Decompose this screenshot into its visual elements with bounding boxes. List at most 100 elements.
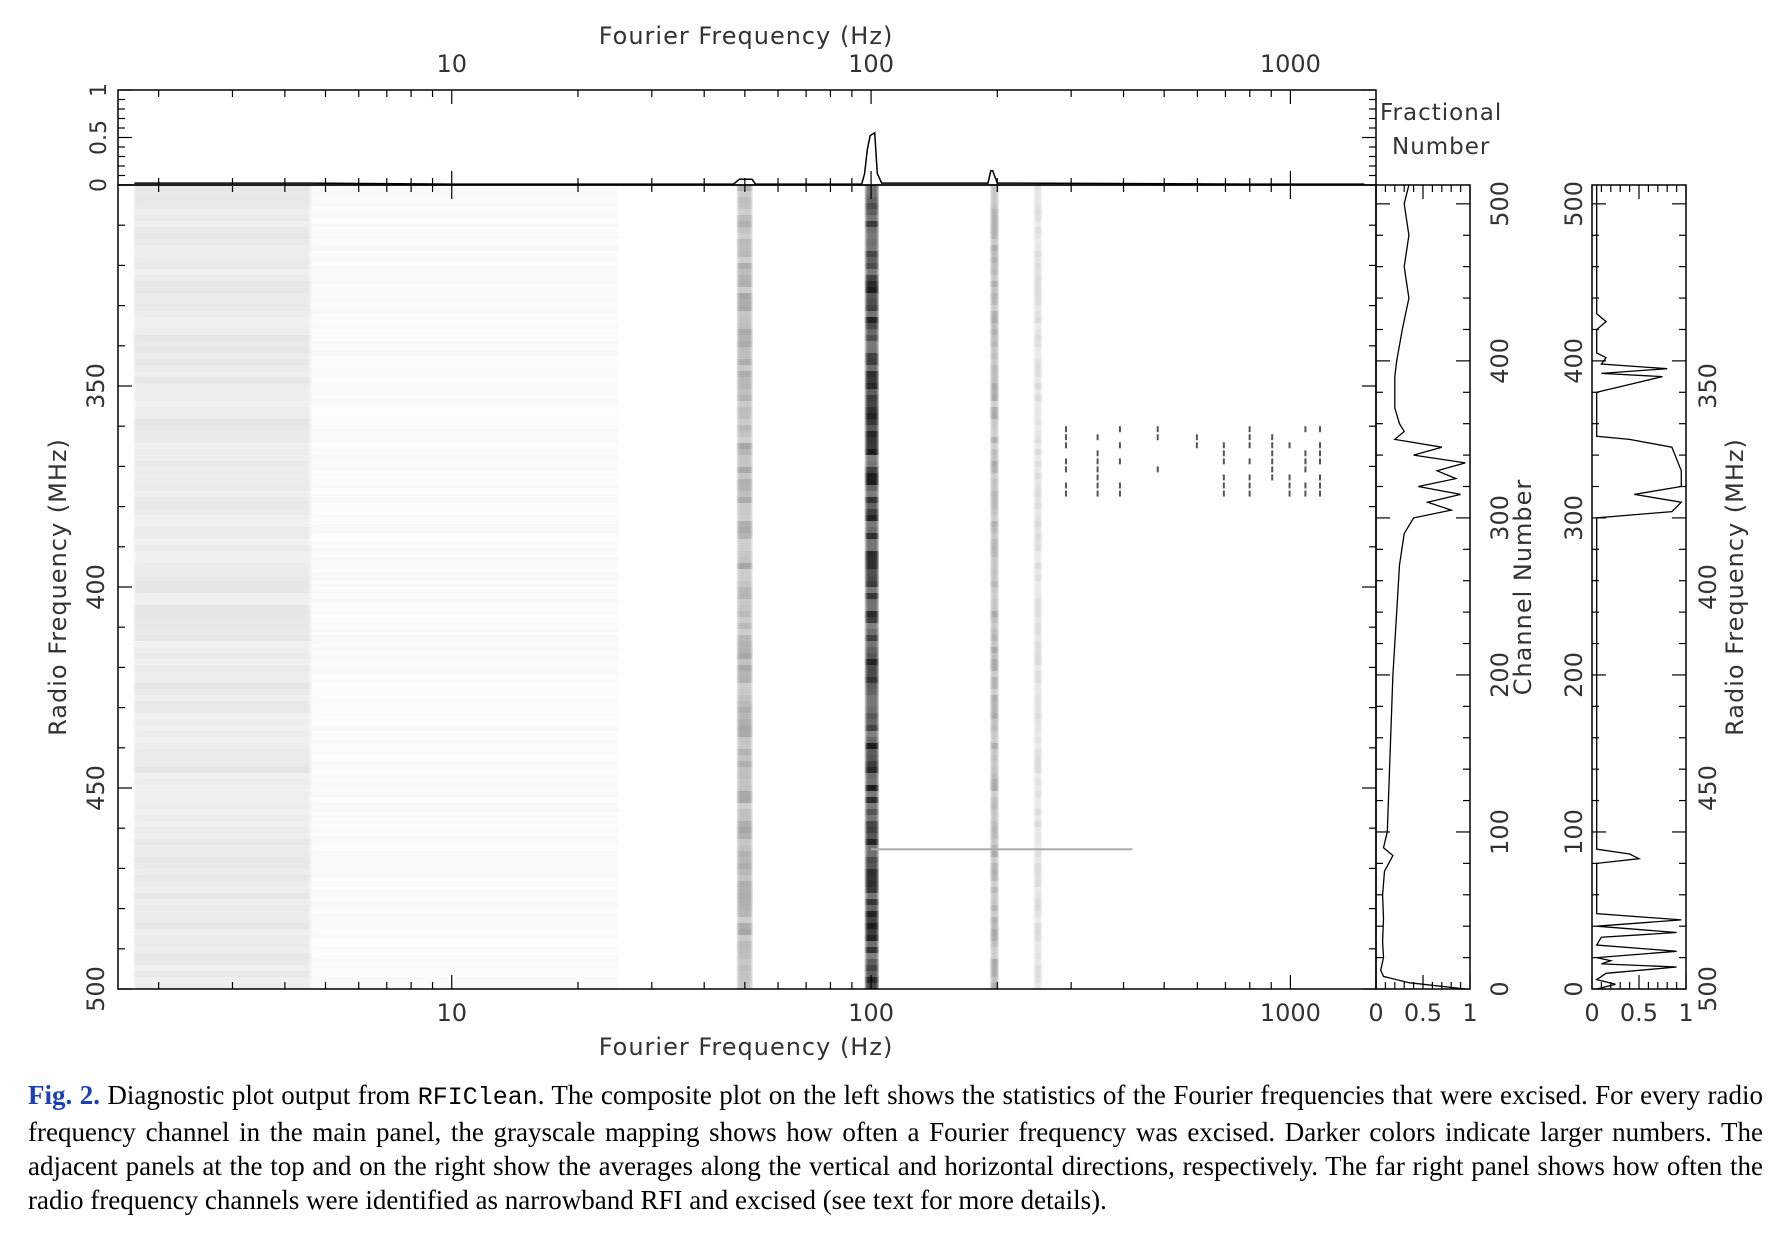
heatmap-band [990,335,999,341]
heatmap-band [990,515,999,521]
heatmap-band [737,467,752,473]
heatmap-band [865,881,879,887]
heatmap-band [990,737,999,743]
heatmap-band [737,725,752,731]
heatmap-band [1034,905,1042,911]
heatmap-band [1034,671,1042,677]
heatmap-band [990,677,999,683]
heatmap-band [737,851,752,857]
heatmap-band [1034,545,1042,551]
heatmap-band [134,959,311,965]
heatmap-band [134,773,311,779]
heatmap-row [134,686,619,689]
heatmap-band [1034,365,1042,371]
heatmap-band [134,923,311,929]
heatmap-band [1034,911,1042,917]
heatmap-band [737,293,752,299]
heatmap-band [990,287,999,293]
heatmap-band [865,287,879,293]
heatmap-band [134,917,311,923]
heatmap-band [737,593,752,599]
heatmap-band [737,551,752,557]
heatmap-row [134,737,619,740]
heatmap-band [134,377,311,383]
heatmap-band [134,785,311,791]
heatmap-row [134,905,619,908]
heatmap-row [134,701,619,704]
heatmap-row [134,698,619,701]
heatmap-band [990,437,999,443]
heatmap-row [134,602,619,605]
caption-code: RFIClean [417,1083,538,1112]
heatmap-row [134,674,619,677]
far-right-axis-title: Radio Frequency (MHz) [1721,438,1749,736]
heatmap-band [737,269,752,275]
heatmap-row [134,398,619,401]
heatmap-band [865,395,879,401]
heatmap-band [865,305,879,311]
heatmap-band [990,629,999,635]
heatmap-band [990,581,999,587]
fraction-tick-label: 1 [1678,999,1693,1027]
heatmap-band [737,701,752,707]
heatmap-row [134,317,619,320]
heatmap-comb-mark [1271,450,1274,457]
heatmap-row [134,614,619,617]
heatmap-band [737,791,752,797]
heatmap-row [134,581,619,584]
heatmap-band [737,743,752,749]
heatmap-band [737,767,752,773]
heatmap-row [134,215,619,218]
heatmap-row [134,542,619,545]
main-y-tick-label: 400 [82,564,110,610]
heatmap-band [1034,293,1042,299]
heatmap-band [134,305,311,311]
heatmap-row [134,734,619,737]
heatmap-band [134,893,311,899]
heatmap-band [1034,431,1042,437]
heatmap-row [134,443,619,446]
heatmap-row [134,410,619,413]
heatmap-band [1034,455,1042,461]
heatmap-band [134,527,311,533]
heatmap-band [990,317,999,323]
heatmap-band [737,971,752,977]
heatmap-band [134,185,311,191]
heatmap-band [134,863,311,869]
heatmap-row [134,803,619,806]
heatmap-band [990,257,999,263]
heatmap-comb-mark [1222,458,1225,465]
heatmap-band [1034,863,1042,869]
heatmap-row [134,278,619,281]
heatmap-row [134,956,619,959]
heatmap-row [134,341,619,344]
heatmap-band [1034,497,1042,503]
heatmap-row [134,479,619,482]
heatmap-band [134,815,311,821]
heatmap-comb-mark [1248,442,1251,449]
heatmap-band [990,455,999,461]
heatmap-row [134,608,619,611]
channel-tick-label: 400 [1560,338,1588,384]
heatmap-band [865,515,879,521]
heatmap-band [737,251,752,257]
heatmap-row [134,242,619,245]
heatmap-band [865,563,879,569]
heatmap-band [134,779,311,785]
heatmap-band [737,443,752,449]
heatmap-band [737,599,752,605]
heatmap-band [865,545,879,551]
heatmap-rfi-line [871,848,1133,851]
heatmap-row [134,461,619,464]
heatmap-row [134,695,619,698]
heatmap-row [134,365,619,368]
heatmap-band [134,695,311,701]
heatmap-row [134,689,619,692]
heatmap-band [1034,611,1042,617]
heatmap-band [1034,425,1042,431]
heatmap-band [865,677,879,683]
figure-label[interactable]: Fig. 2. [28,1080,100,1110]
heatmap-row [134,587,619,590]
heatmap-band [737,623,752,629]
heatmap-band [1034,857,1042,863]
